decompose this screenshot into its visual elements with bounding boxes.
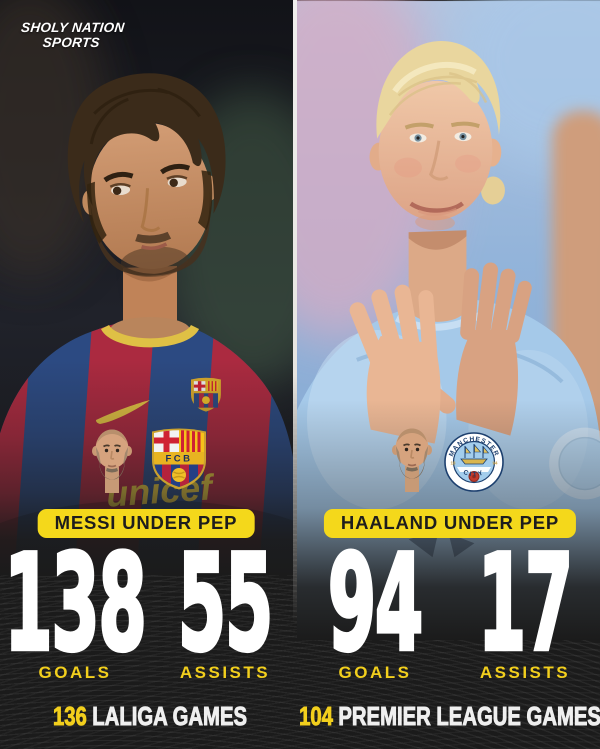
goals-value: 138 (3, 527, 148, 681)
haaland-stats-row: 94 GOALS 17 ASSISTS (300, 536, 600, 683)
messi-assists-stat: 55 ASSISTS (150, 536, 300, 683)
goals-value: 94 (327, 527, 425, 681)
messi-games-line: 136 LALIGA GAMES (33, 701, 267, 732)
games-label: LALIGA GAMES (92, 701, 248, 732)
messi-stats-row: 138 GOALS 55 ASSISTS (0, 536, 300, 683)
haaland-stats-panel: HAALAND UNDER PEP 94 GOALS 17 ASSISTS 10… (299, 0, 600, 749)
haaland-goals-stat: 94 GOALS (300, 536, 450, 683)
games-label: PREMIER LEAGUE GAMES (338, 701, 600, 732)
games-count: 104 (299, 701, 334, 732)
brand-line1: SHOLY NATION (20, 20, 126, 35)
messi-stats-panel: MESSI UNDER PEP 138 GOALS 55 ASSISTS 136… (0, 509, 300, 732)
photo-divider (293, 0, 297, 625)
goals-label: GOALS (38, 663, 112, 682)
messi-goals-stat: 138 GOALS (0, 536, 150, 683)
haaland-assists-stat: 17 ASSISTS (450, 536, 600, 683)
brand-logo: SHOLY NATION SPORTS (18, 20, 125, 51)
assists-label: ASSISTS (479, 663, 571, 682)
haaland-games-line: 104 PREMIER LEAGUE GAMES (299, 701, 600, 732)
goals-label: GOALS (338, 663, 412, 682)
assists-value: 17 (477, 527, 575, 681)
brand-line2: SPORTS (41, 35, 101, 51)
assists-label: ASSISTS (179, 663, 271, 682)
games-count: 136 (52, 701, 88, 732)
assists-value: 55 (177, 527, 275, 681)
